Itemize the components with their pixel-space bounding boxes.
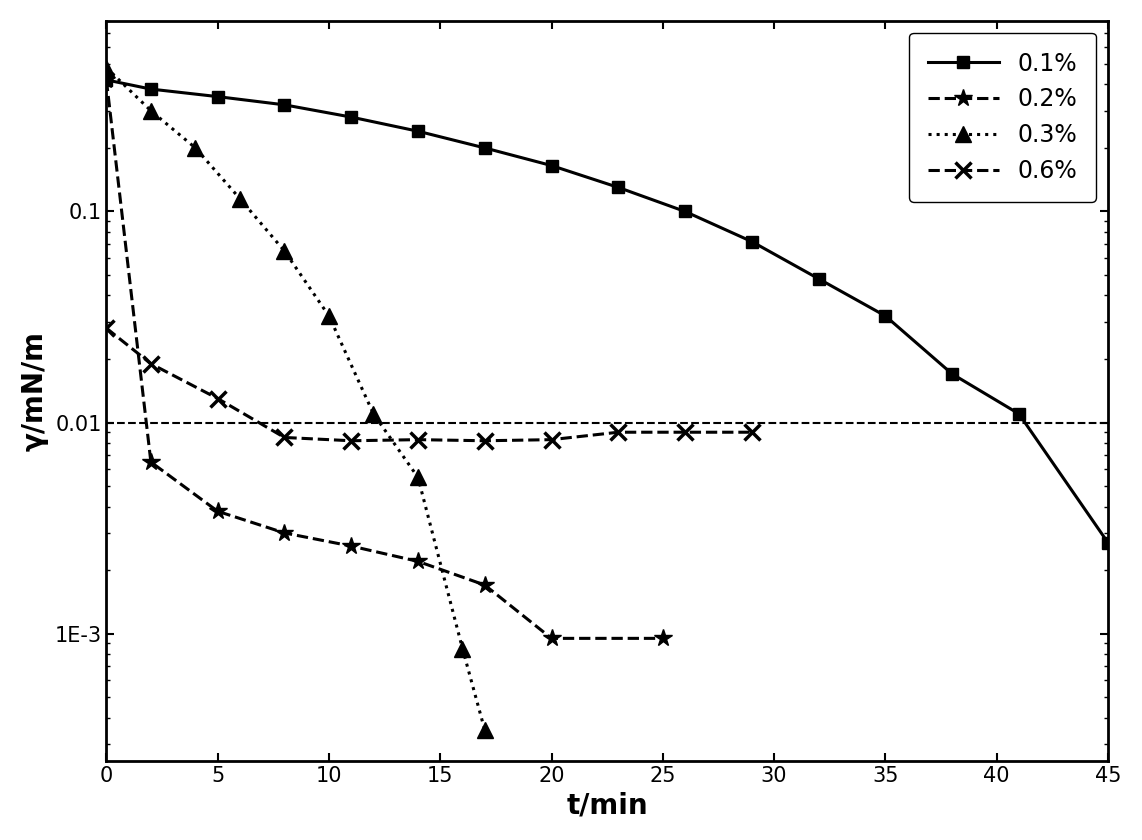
0.3% [233, 193, 247, 203]
0.3% [144, 106, 158, 116]
0.6% [211, 393, 225, 403]
0.6% [678, 428, 692, 438]
0.2% [345, 541, 359, 551]
0.1% [477, 143, 491, 153]
0.1% [545, 160, 558, 171]
0.1% [411, 126, 425, 136]
0.1% [345, 112, 359, 122]
0.1% [878, 311, 892, 321]
Line: 0.6%: 0.6% [98, 321, 759, 449]
0.6% [545, 434, 558, 444]
0.2% [144, 457, 158, 467]
0.3% [99, 63, 113, 73]
0.2% [211, 507, 225, 517]
X-axis label: t/min: t/min [566, 791, 648, 819]
0.3% [278, 246, 291, 256]
0.6% [345, 436, 359, 446]
0.6% [144, 359, 158, 369]
0.1% [611, 182, 625, 192]
0.2% [477, 580, 491, 590]
0.2% [545, 633, 558, 643]
0.1% [1101, 538, 1115, 548]
0.3% [456, 643, 469, 654]
0.3% [477, 725, 491, 735]
0.2% [411, 556, 425, 566]
0.6% [745, 428, 758, 438]
0.1% [1012, 409, 1026, 419]
0.1% [745, 237, 758, 247]
Legend: 0.1%, 0.2%, 0.3%, 0.6%: 0.1%, 0.2%, 0.3%, 0.6% [909, 33, 1096, 202]
0.6% [99, 323, 113, 333]
0.6% [611, 428, 625, 438]
0.3% [367, 409, 380, 419]
Line: 0.1%: 0.1% [100, 75, 1113, 549]
0.1% [812, 274, 826, 284]
0.2% [656, 633, 669, 643]
0.1% [946, 369, 959, 379]
0.1% [99, 75, 113, 85]
0.6% [411, 434, 425, 444]
Y-axis label: γ/mN/m: γ/mN/m [21, 331, 49, 451]
0.1% [144, 84, 158, 94]
0.2% [278, 528, 291, 538]
0.1% [211, 92, 225, 102]
0.1% [278, 100, 291, 110]
0.3% [411, 472, 425, 482]
0.6% [278, 433, 291, 443]
0.3% [322, 311, 336, 321]
0.2% [99, 75, 113, 85]
Line: 0.3%: 0.3% [98, 60, 492, 738]
0.3% [188, 143, 202, 153]
0.1% [678, 207, 692, 217]
0.6% [477, 436, 491, 446]
Line: 0.2%: 0.2% [97, 71, 671, 648]
